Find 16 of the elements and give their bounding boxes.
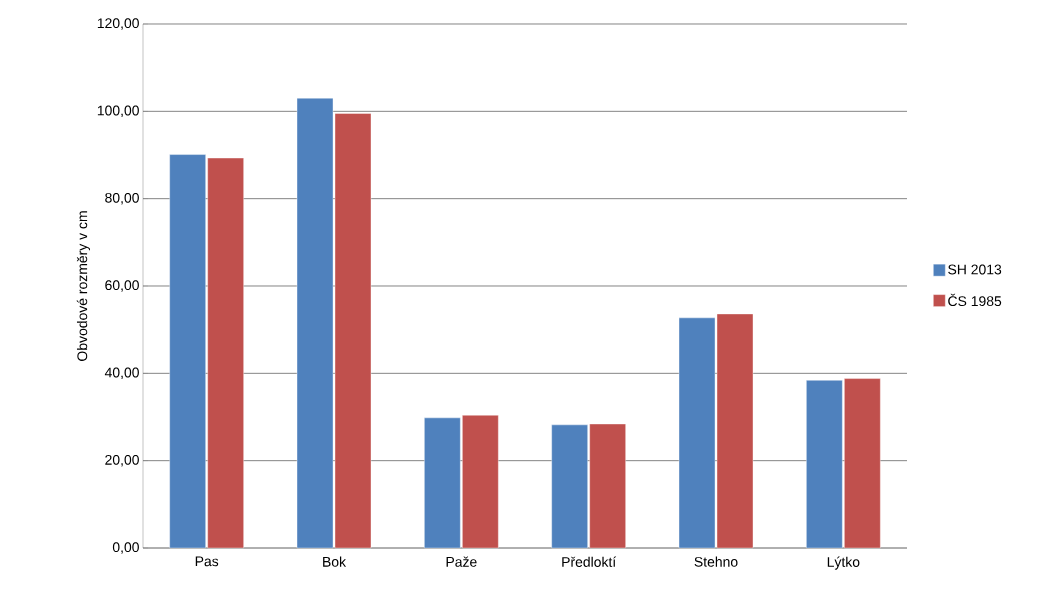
y-tick-label: 100,00	[97, 105, 139, 118]
y-axis-title: Obvodové rozměry v cm	[76, 211, 90, 361]
x-tick-label: Předloktí	[562, 556, 617, 567]
y-tick-label: 40,00	[104, 367, 139, 380]
x-tick-label: Bok	[323, 556, 347, 567]
y-tick-label: 80,00	[105, 192, 139, 205]
x-tick-label: Stehno	[694, 556, 738, 567]
y-tick-label: 20,00	[105, 454, 139, 467]
x-tick-label: Lýtko	[827, 556, 860, 570]
x-tick-label: Paže	[446, 556, 477, 567]
y-tick-label: 60,00	[105, 280, 139, 292]
x-tick-label: Pas	[195, 556, 219, 567]
legend-label: SH 2013	[948, 264, 1002, 275]
y-tick-label: 0,00	[112, 542, 139, 554]
legend-label: ČS 1985	[948, 293, 1002, 307]
y-tick-label: 120,00	[97, 18, 139, 30]
